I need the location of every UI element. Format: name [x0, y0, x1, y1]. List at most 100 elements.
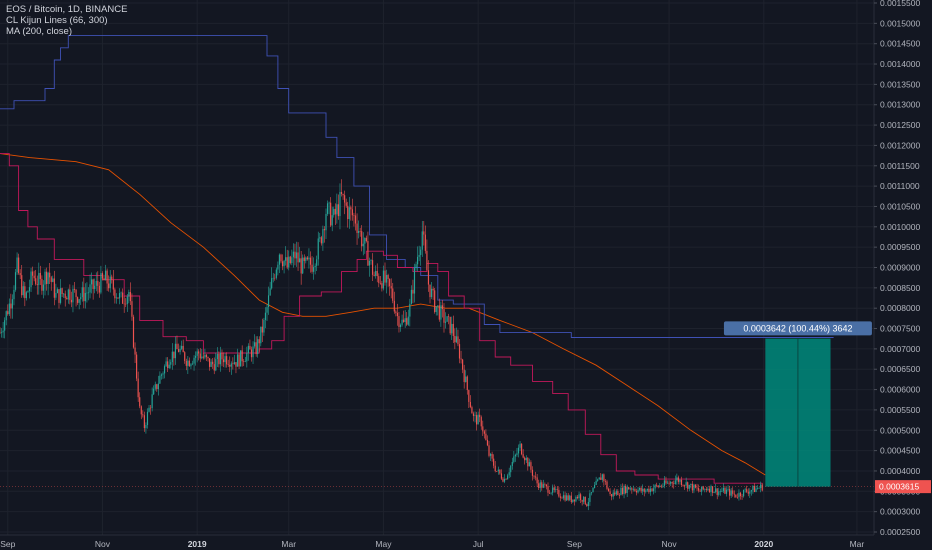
candle-body	[198, 351, 200, 354]
candle-body	[361, 231, 363, 247]
candle-body	[590, 492, 593, 494]
candle-body	[229, 364, 231, 367]
candle-body	[35, 278, 37, 285]
candle-body	[576, 496, 579, 499]
candle-body	[281, 261, 284, 267]
candle-body	[493, 458, 495, 466]
candle-body	[555, 489, 557, 491]
candle-body	[510, 465, 512, 473]
indicator-ma-label[interactable]: MA (200, close)	[6, 26, 72, 37]
candle-body	[617, 491, 619, 496]
candle-body	[73, 288, 76, 290]
candle-body	[654, 484, 656, 489]
candle-body	[181, 345, 183, 349]
candle-body	[177, 349, 180, 352]
candle-body	[64, 293, 66, 299]
candle-body	[710, 486, 712, 492]
candle-body	[583, 496, 585, 502]
candle-body	[477, 414, 479, 425]
candle-body	[480, 417, 482, 427]
candle-body	[508, 472, 510, 476]
candle-body	[615, 491, 617, 495]
candle-body	[632, 488, 634, 490]
candle-body	[410, 289, 412, 304]
candle-body	[77, 297, 79, 303]
candle-body	[154, 384, 156, 389]
candle-body	[44, 271, 46, 285]
candle-body	[120, 292, 122, 294]
candle-body	[196, 351, 198, 356]
ma-200-layer	[0, 153, 766, 476]
candle-body	[637, 489, 639, 493]
candle-body	[378, 276, 380, 283]
price-tick-label: 0.0003000	[880, 507, 920, 517]
candle-body	[694, 484, 697, 488]
candle-body	[267, 295, 270, 308]
indicator-kijun-label[interactable]: CL Kijun Lines (66, 300)	[6, 15, 108, 26]
candle-body	[573, 499, 575, 502]
candle-body	[260, 326, 262, 344]
candle-body	[115, 297, 118, 299]
candle-body	[258, 339, 260, 344]
candle-body	[458, 344, 461, 359]
candle-body	[611, 494, 613, 497]
candle-body	[612, 492, 614, 497]
candle-body	[494, 465, 496, 472]
candle-body	[337, 204, 340, 217]
time-tick-label: Mar	[281, 539, 296, 549]
candle-body	[699, 490, 701, 492]
candle-body	[749, 491, 751, 494]
candle-body	[157, 383, 159, 390]
candle-body	[558, 489, 560, 497]
candle-body	[348, 207, 350, 220]
candle-body	[620, 487, 622, 496]
candle-body	[309, 257, 312, 265]
price-axis[interactable]: 0.0015500 0.0015000 0.0014500 0.0014000 0.00…	[873, 0, 932, 550]
candle-body	[358, 231, 360, 233]
candle-body	[195, 355, 197, 358]
candle-body	[713, 491, 715, 493]
candle-body	[462, 359, 464, 370]
candle-body	[656, 484, 658, 486]
candle-body	[663, 480, 666, 486]
candle-body	[224, 356, 226, 363]
candle-body	[140, 406, 142, 415]
candle-body	[263, 319, 265, 333]
candle-body	[359, 231, 361, 232]
time-axis[interactable]: Sep Nov 2019 Mar May Jul Sep Nov 2020 Mar	[0, 534, 874, 549]
candle-body	[443, 309, 445, 323]
candle-body	[13, 289, 15, 300]
candle-body	[691, 483, 693, 491]
candle-body	[294, 251, 296, 259]
candle-body	[14, 272, 17, 290]
candle-body	[415, 264, 417, 269]
candle-body	[370, 260, 372, 262]
candle-body	[598, 477, 600, 480]
candle-body	[123, 303, 125, 305]
price-tick-label: 0.0002500	[880, 527, 920, 537]
candle-body	[236, 354, 239, 367]
candle-body	[750, 490, 752, 492]
measure-tool[interactable]: 0.0003642 (100.44%) 3642	[723, 321, 872, 487]
candle-body	[289, 256, 291, 263]
candle-body	[631, 488, 633, 490]
candle-body	[507, 475, 509, 480]
candle-body	[246, 352, 248, 362]
candle-body	[311, 264, 313, 272]
candle-body	[393, 300, 395, 312]
candle-body	[701, 486, 703, 492]
candle-body	[176, 343, 178, 350]
candle-body	[449, 316, 451, 334]
candle-body	[84, 292, 86, 302]
price-tick-label: 0.0007000	[880, 344, 920, 354]
candle-body	[319, 237, 321, 239]
price-tick-label: 0.0012000	[880, 140, 920, 150]
candle-body	[371, 260, 374, 275]
symbol-title[interactable]: EOS / Bitcoin, 1D, BINANCE	[6, 4, 128, 15]
candle-body	[755, 488, 757, 493]
candle-body	[514, 454, 516, 457]
candle-body	[430, 288, 433, 298]
candle-body	[67, 289, 69, 300]
candle-body	[671, 482, 673, 484]
